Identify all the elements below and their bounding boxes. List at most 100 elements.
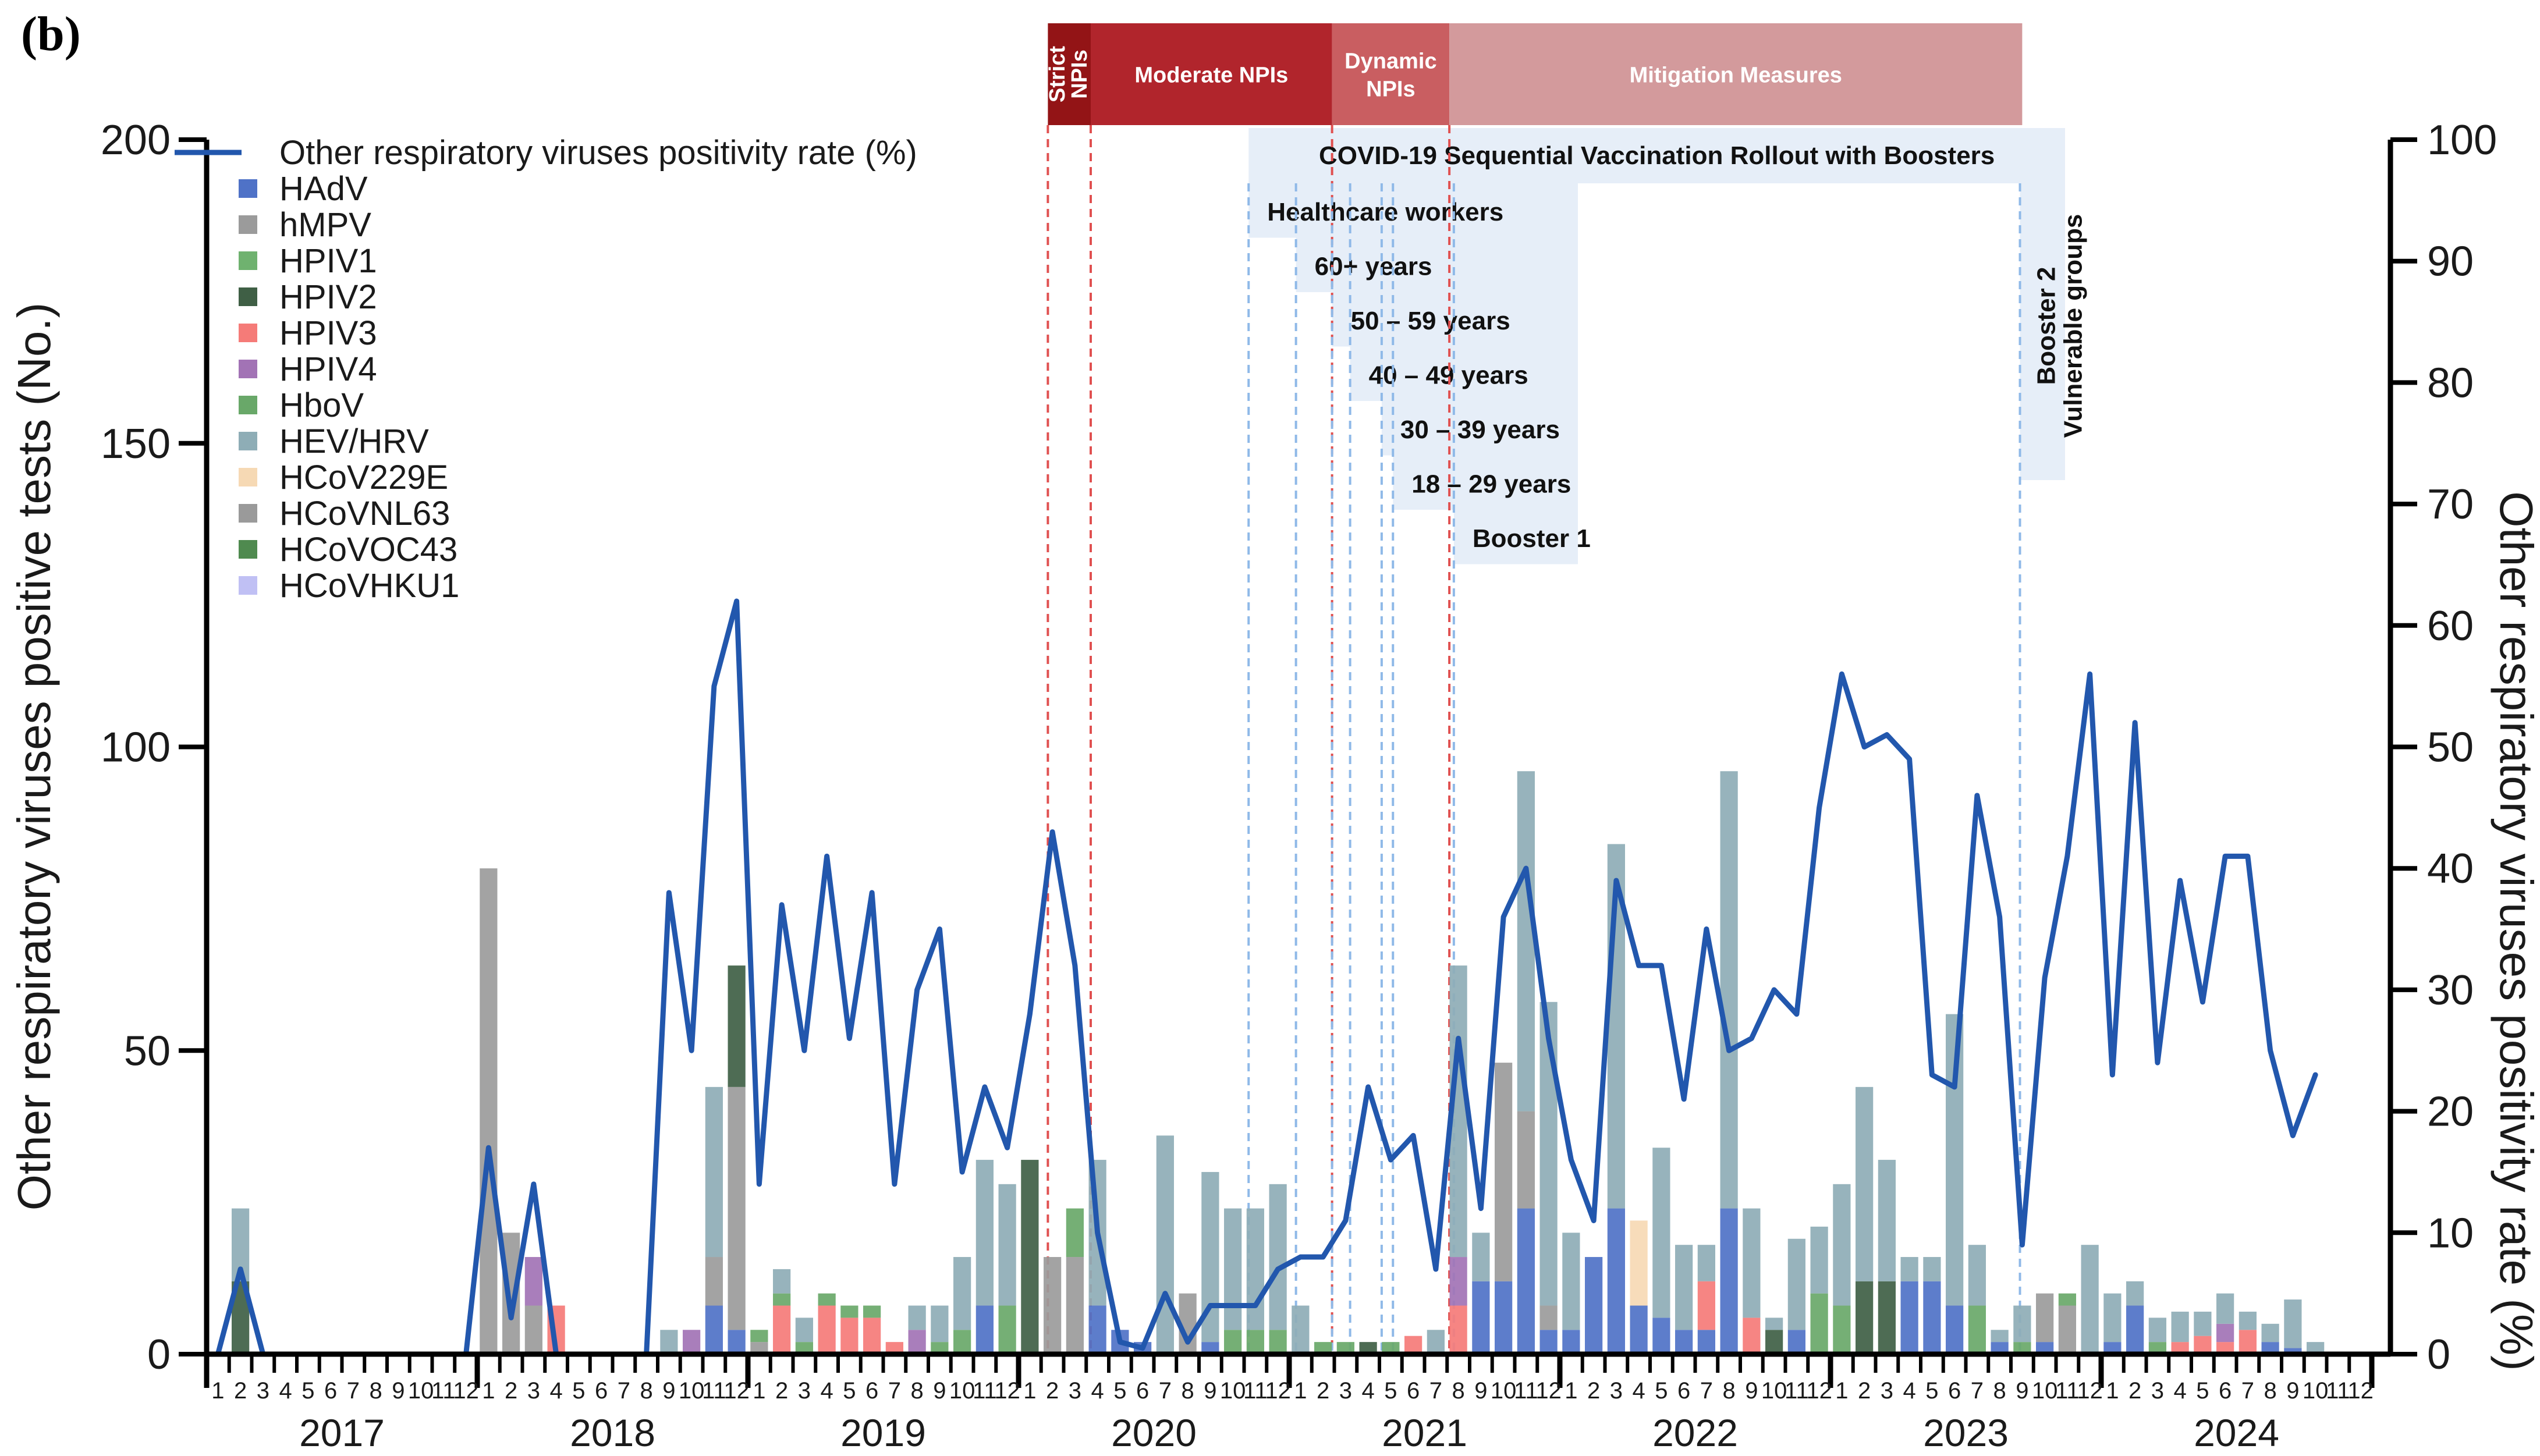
bar-segment (1517, 1111, 1535, 1209)
phase-label: Strict (1045, 46, 1070, 102)
month-tick-label: 9 (933, 1378, 946, 1404)
month-tick-label: 3 (527, 1378, 540, 1404)
bar-segment (908, 1330, 926, 1354)
bar-segment (1156, 1135, 1174, 1354)
bar-segment (795, 1342, 813, 1354)
month-tick-label: 8 (1993, 1378, 2006, 1404)
bar-segment (2013, 1342, 2031, 1354)
phase-band (1091, 23, 1332, 125)
bar-segment (1878, 1281, 1896, 1354)
bar-segment (1427, 1330, 1445, 1354)
bar-segment (1562, 1233, 1580, 1330)
bar-segment (2284, 1348, 2302, 1354)
month-tick-label: 3 (257, 1378, 269, 1404)
year-label: 2019 (840, 1411, 926, 1454)
bar-segment (1585, 1257, 1603, 1354)
month-tick-label: 1 (1835, 1378, 1848, 1404)
month-tick-label: 12 (994, 1378, 1020, 1404)
booster2-sublabel: Vulnerable groups (2059, 214, 2088, 438)
month-tick-label: 7 (888, 1378, 901, 1404)
bar-segment (1517, 771, 1535, 1111)
positivity-line (215, 598, 2318, 1357)
month-tick-label: 3 (798, 1378, 811, 1404)
phase-label: NPIs (1366, 77, 1415, 102)
month-tick-label: 9 (1745, 1378, 1758, 1404)
month-tick-label: 11 (973, 1378, 997, 1404)
bar-segment (2126, 1281, 2144, 1306)
bar-segment (1878, 1160, 1896, 1281)
legend-label: hMPV (279, 206, 371, 244)
month-tick-label: 10 (949, 1378, 975, 1404)
month-tick-label: 6 (595, 1378, 608, 1404)
vaccination-title: COVID-19 Sequential Vaccination Rollout … (1319, 141, 1995, 170)
bar-segment (1720, 1208, 1738, 1354)
bar-segment (1810, 1226, 1828, 1294)
bar-segment (1900, 1257, 1918, 1281)
bar-segment (773, 1305, 791, 1354)
month-tick-label: 1 (753, 1378, 765, 1404)
month-tick-label: 2 (1046, 1378, 1059, 1404)
bar-segment (1787, 1238, 1805, 1330)
bar-segment (480, 868, 498, 1354)
month-tick-label: 4 (1362, 1378, 1375, 1404)
month-tick-label: 3 (1339, 1378, 1352, 1404)
legend-label: HPIV4 (279, 350, 377, 388)
bar-segment (931, 1305, 949, 1343)
year-label: 2021 (1382, 1411, 1467, 1454)
month-tick-label: 10 (1220, 1378, 1246, 1404)
month-tick-label: 6 (1407, 1378, 1420, 1404)
month-tick-label: 3 (2151, 1378, 2164, 1404)
y2-tick-label: 20 (2427, 1089, 2474, 1135)
month-tick-label: 4 (2174, 1378, 2187, 1404)
bar-segment (2216, 1323, 2234, 1343)
month-tick-label: 5 (1113, 1378, 1126, 1404)
bar-segment (1088, 1305, 1106, 1354)
bar-segment (1292, 1305, 1310, 1354)
legend-swatch (239, 360, 257, 378)
bar-segment (728, 965, 746, 1087)
bar-segment (1359, 1342, 1377, 1354)
bar-segment (1787, 1330, 1805, 1354)
month-tick-label: 7 (2241, 1378, 2254, 1404)
bar-segment (885, 1342, 903, 1354)
month-tick-label: 10 (408, 1378, 434, 1404)
month-tick-label: 8 (1452, 1378, 1465, 1404)
month-tick-label: 12 (2347, 1378, 2374, 1404)
legend-label: HAdV (279, 170, 368, 208)
year-label: 2023 (1923, 1411, 2009, 1454)
legend-label: HboV (279, 386, 364, 424)
month-tick-label: 3 (1610, 1378, 1623, 1404)
month-tick-label: 7 (1700, 1378, 1713, 1404)
bar-segment (1765, 1317, 1783, 1330)
bar-segment (1991, 1330, 2009, 1343)
bar-segment (1246, 1330, 1264, 1354)
month-tick-label: 11 (2055, 1378, 2080, 1404)
stacked-bars (232, 771, 2325, 1354)
bar-segment (683, 1330, 701, 1354)
legend-label: HCoVHKU1 (279, 567, 459, 605)
month-tick-label: 6 (2219, 1378, 2232, 1404)
bar-segment (1224, 1208, 1242, 1330)
bar-segment (2103, 1342, 2122, 1354)
legend-swatch (239, 540, 257, 559)
bar-segment (1720, 771, 1738, 1209)
y-axis-title: Other respiratory viruses positive tests… (8, 303, 60, 1210)
vaccination-group-box (1296, 237, 1578, 292)
positivity-line-series (215, 598, 2318, 1357)
bar-segment (2261, 1323, 2279, 1343)
bar-segment (2013, 1305, 2031, 1343)
bar-segment (1269, 1330, 1287, 1354)
bar-segment (1652, 1317, 1670, 1354)
bar-segment (975, 1160, 994, 1306)
bar-segment (1743, 1208, 1761, 1318)
month-tick-label: 5 (843, 1378, 856, 1404)
bar-segment (2216, 1342, 2234, 1354)
month-tick-label: 3 (1069, 1378, 1081, 1404)
month-tick-label: 2 (2129, 1378, 2141, 1404)
bar-segment (2194, 1336, 2212, 1354)
bar-segment (1630, 1305, 1648, 1354)
month-tick-label: 1 (1565, 1378, 1577, 1404)
month-tick-label: 4 (279, 1378, 292, 1404)
